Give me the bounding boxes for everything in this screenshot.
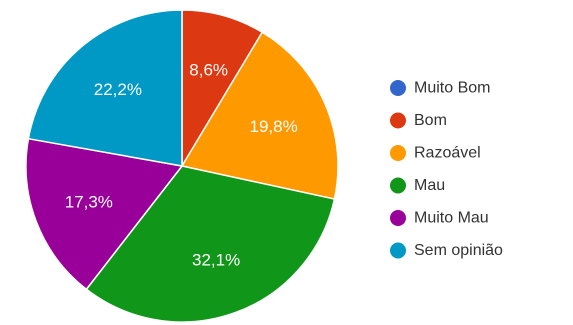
slice-value-label: 19,8% xyxy=(250,117,298,136)
pie-slice-sem-opini-o xyxy=(27,9,183,167)
legend: Muito Bom Bom Razoável Mau Muito Mau Sem opin… xyxy=(390,80,503,259)
pie-slice-bom xyxy=(181,9,264,169)
legend-label: Mau xyxy=(414,177,445,194)
pie-slice-muito-mau xyxy=(25,137,184,291)
legend-label: Muito Mau xyxy=(414,210,489,227)
pie-slice-razo-vel xyxy=(180,31,339,200)
slice-value-label: 8,6% xyxy=(189,60,228,79)
slice-value-label: 22,2% xyxy=(94,80,142,99)
legend-marker xyxy=(390,242,406,259)
legend-label: Sem opinião xyxy=(414,242,503,259)
legend-label: Razoável xyxy=(414,145,481,162)
legend-marker xyxy=(390,210,406,226)
legend-marker xyxy=(390,80,406,96)
slice-value-label: 32,1% xyxy=(192,250,240,269)
pie-slices xyxy=(25,9,339,323)
slice-value-label: 17,3% xyxy=(65,192,113,211)
legend-marker xyxy=(390,145,406,161)
pie-slice-mau xyxy=(85,165,336,323)
legend-marker xyxy=(390,177,406,194)
legend-marker xyxy=(390,112,406,129)
pie-slice-labels: 8,6% 19,8% 32,1% 17,3% 22,2% xyxy=(65,60,298,269)
legend-label: Muito Bom xyxy=(414,80,490,97)
legend-label: Bom xyxy=(414,112,447,129)
